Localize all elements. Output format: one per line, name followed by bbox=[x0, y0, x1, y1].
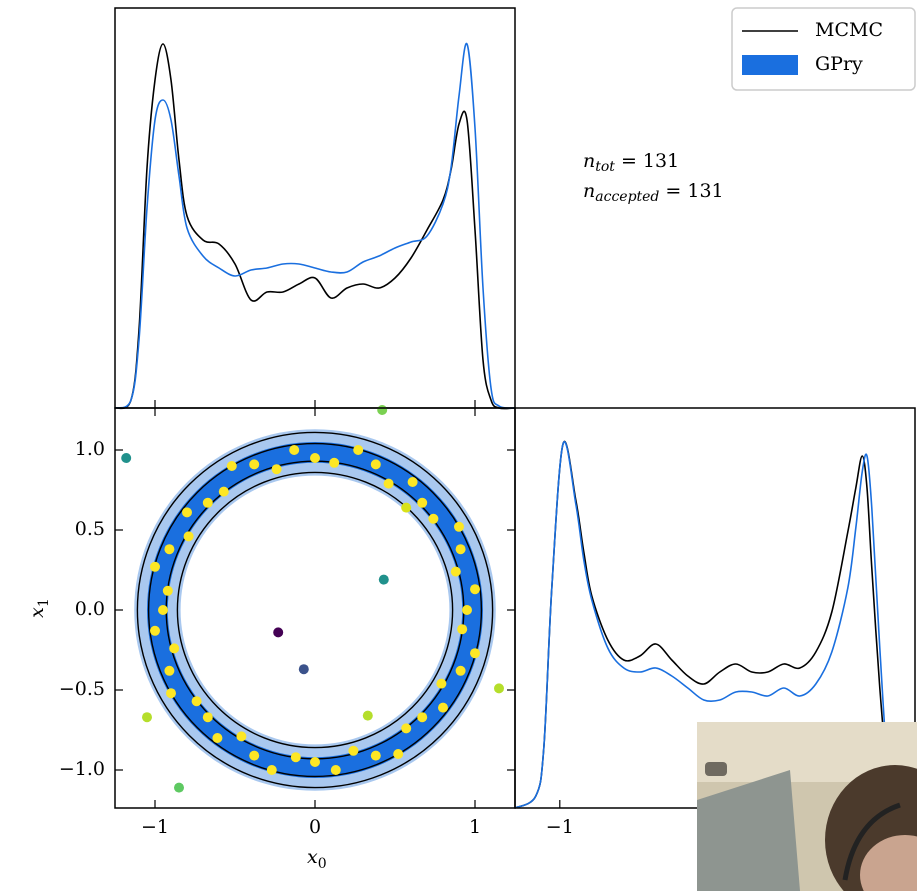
sample-point bbox=[329, 457, 340, 468]
sample-point bbox=[462, 605, 472, 615]
sample-point bbox=[290, 752, 301, 763]
sample-point bbox=[164, 544, 175, 555]
sample-point bbox=[162, 585, 173, 596]
x-axis-label-symbol: x bbox=[307, 846, 318, 868]
y-axis-label: x1 bbox=[26, 598, 52, 618]
panel-frame bbox=[114, 7, 516, 409]
sample-point bbox=[470, 584, 480, 595]
annotation-symbol: n bbox=[583, 150, 595, 172]
sample-point bbox=[370, 459, 381, 470]
x-axis-label-subscript: 0 bbox=[318, 856, 327, 872]
y-tick-label: −1.0 bbox=[59, 758, 105, 780]
legend-label: GPry bbox=[815, 53, 863, 75]
sample-point bbox=[450, 566, 461, 577]
sample-point bbox=[438, 702, 448, 713]
x-axis-label: x0 bbox=[307, 846, 327, 872]
sample-point bbox=[457, 624, 468, 635]
legend-swatch bbox=[742, 55, 798, 75]
sample-point bbox=[401, 502, 412, 513]
sample-point bbox=[455, 665, 466, 676]
sample-point bbox=[377, 405, 388, 415]
sample-point bbox=[383, 478, 394, 489]
line-contour bbox=[136, 431, 494, 789]
sample-point bbox=[271, 464, 282, 475]
sample-point bbox=[289, 445, 300, 455]
line-contour bbox=[176, 471, 454, 749]
sample-point bbox=[164, 665, 175, 676]
sample-point bbox=[370, 750, 381, 761]
sample-point bbox=[436, 678, 447, 689]
sample-point bbox=[455, 544, 466, 555]
sample-point bbox=[428, 513, 439, 524]
annotation: naccepted = 131 bbox=[583, 180, 724, 205]
sample-point bbox=[212, 733, 223, 743]
density-line bbox=[114, 43, 516, 409]
density-line bbox=[114, 43, 516, 410]
sample-point bbox=[407, 477, 418, 487]
annotation-subscript: accepted bbox=[595, 189, 659, 205]
sample-point bbox=[150, 625, 160, 636]
y-axis-label-subscript: 1 bbox=[36, 598, 52, 607]
sample-point bbox=[218, 486, 229, 497]
webcam-face bbox=[860, 835, 917, 891]
sample-point bbox=[273, 627, 284, 638]
sample-point bbox=[353, 445, 364, 455]
sample-point bbox=[182, 507, 192, 518]
sample-point bbox=[454, 521, 464, 532]
sample-point bbox=[158, 605, 168, 615]
sample-point bbox=[417, 497, 428, 508]
sample-point bbox=[266, 765, 277, 775]
sample-point bbox=[121, 453, 132, 463]
x-tick-label: 0 bbox=[309, 816, 321, 838]
sample-point bbox=[202, 497, 213, 508]
webcam-shadow bbox=[697, 770, 800, 891]
x-tick-label: 1 bbox=[469, 816, 481, 838]
y-tick-label: 0.0 bbox=[75, 598, 105, 620]
x-tick-label: −1 bbox=[141, 816, 169, 838]
sample-point bbox=[362, 710, 373, 721]
sample-point bbox=[249, 750, 260, 761]
sample-point bbox=[417, 712, 428, 723]
sample-point bbox=[191, 696, 202, 707]
sample-point bbox=[393, 749, 404, 759]
sample-point bbox=[183, 531, 194, 542]
sample-point bbox=[298, 664, 309, 675]
filled-contour bbox=[134, 429, 496, 791]
sample-point bbox=[470, 648, 480, 659]
webcam-overlay bbox=[697, 722, 917, 891]
sample-point bbox=[249, 459, 260, 470]
sample-point bbox=[236, 731, 247, 742]
sample-point bbox=[202, 712, 213, 723]
sample-point bbox=[150, 561, 160, 572]
x-tick-label: −1 bbox=[546, 816, 574, 838]
sample-point bbox=[310, 453, 320, 463]
sample-point bbox=[378, 574, 389, 585]
annotation-symbol: n bbox=[583, 180, 595, 202]
sample-point bbox=[166, 688, 176, 699]
sample-point bbox=[401, 723, 412, 734]
density-line bbox=[514, 440, 916, 809]
sample-point bbox=[348, 745, 359, 756]
annotation-text: = 131 bbox=[621, 150, 679, 172]
sample-point bbox=[174, 782, 184, 793]
y-tick-label: −0.5 bbox=[59, 678, 105, 700]
annotation: ntot = 131 bbox=[583, 150, 679, 175]
sample-point bbox=[310, 757, 320, 767]
annotation-text: = 131 bbox=[665, 180, 723, 202]
y-axis-label-symbol: x bbox=[26, 607, 48, 618]
legend-label: MCMC bbox=[815, 19, 883, 41]
y-tick-label: 0.5 bbox=[75, 518, 105, 540]
y-tick-label: 1.0 bbox=[75, 438, 105, 460]
sample-point bbox=[330, 765, 341, 775]
sample-point bbox=[494, 683, 504, 694]
webcam-headphone bbox=[842, 802, 901, 881]
sample-point bbox=[142, 712, 152, 723]
sample-point bbox=[169, 643, 180, 654]
webcam-fixture bbox=[705, 762, 727, 776]
line-contour bbox=[147, 442, 483, 778]
sample-point bbox=[226, 461, 237, 471]
annotation-subscript: tot bbox=[595, 159, 615, 175]
